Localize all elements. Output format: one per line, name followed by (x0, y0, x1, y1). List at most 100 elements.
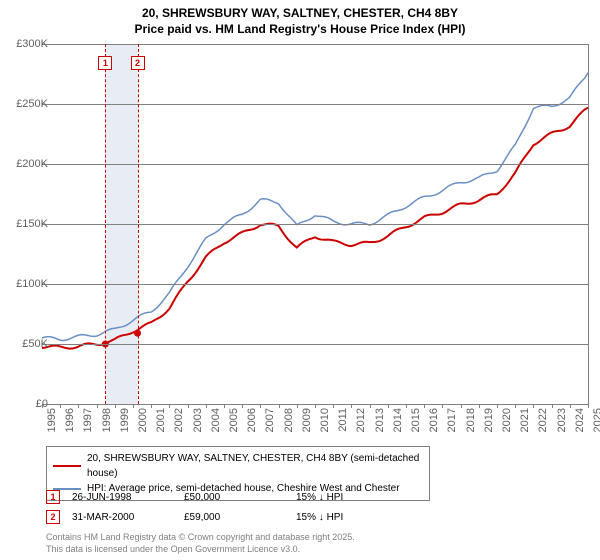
x-tick (224, 404, 225, 408)
transaction-vline (138, 44, 139, 404)
x-tick-label: 2007 (264, 408, 276, 432)
series-line (42, 108, 588, 349)
x-tick-label: 2022 (537, 408, 549, 432)
x-tick-label: 1995 (46, 408, 58, 432)
transaction-row: 2 31-MAR-2000 £59,000 15% ↓ HPI (46, 510, 396, 524)
x-tick (133, 404, 134, 408)
transaction-marker-icon: 1 (46, 490, 60, 504)
x-tick-label: 2021 (519, 408, 531, 432)
x-tick-label: 2016 (428, 408, 440, 432)
chart-container: 20, SHREWSBURY WAY, SALTNEY, CHESTER, CH… (0, 0, 600, 560)
legend-row: 20, SHREWSBURY WAY, SALTNEY, CHESTER, CH… (53, 451, 423, 481)
x-tick (78, 404, 79, 408)
x-tick (206, 404, 207, 408)
gridline (42, 44, 588, 45)
transaction-marker-icon: 2 (131, 56, 145, 70)
y-tick-label: £50K (22, 338, 48, 350)
x-tick (442, 404, 443, 408)
series-line (42, 73, 588, 341)
x-tick (351, 404, 352, 408)
x-tick (570, 404, 571, 408)
x-tick-label: 2009 (301, 408, 313, 432)
x-tick-label: 2015 (410, 408, 422, 432)
x-tick (151, 404, 152, 408)
transaction-date: 26-JUN-1998 (72, 492, 172, 503)
footer-line: This data is licensed under the Open Gov… (46, 544, 355, 556)
gridline (42, 164, 588, 165)
x-tick (169, 404, 170, 408)
x-tick-label: 1996 (64, 408, 76, 432)
chart-area (42, 44, 588, 404)
y-tick-label: £150K (16, 218, 48, 230)
x-tick (533, 404, 534, 408)
y-tick-label: £300K (16, 38, 48, 50)
x-tick (479, 404, 480, 408)
transaction-date: 31-MAR-2000 (72, 512, 172, 523)
x-tick-label: 2019 (483, 408, 495, 432)
title-line-2: Price paid vs. HM Land Registry's House … (0, 22, 600, 38)
x-tick-label: 2005 (228, 408, 240, 432)
x-tick (388, 404, 389, 408)
x-tick-label: 2000 (137, 408, 149, 432)
chart-title: 20, SHREWSBURY WAY, SALTNEY, CHESTER, CH… (0, 0, 600, 37)
transaction-price: £59,000 (184, 512, 284, 523)
x-tick-label: 2020 (501, 408, 513, 432)
transaction-vs-hpi: 15% ↓ HPI (296, 492, 396, 503)
y-tick-label: £250K (16, 98, 48, 110)
x-tick (515, 404, 516, 408)
x-tick (333, 404, 334, 408)
gridline (42, 344, 588, 345)
x-tick-label: 1999 (119, 408, 131, 432)
x-tick-label: 2010 (319, 408, 331, 432)
x-tick-label: 2017 (446, 408, 458, 432)
transaction-vs-hpi: 15% ↓ HPI (296, 512, 396, 523)
x-tick (260, 404, 261, 408)
x-tick (588, 404, 589, 408)
x-tick (60, 404, 61, 408)
gridline (42, 104, 588, 105)
x-tick (497, 404, 498, 408)
footer-line: Contains HM Land Registry data © Crown c… (46, 532, 355, 544)
x-tick (315, 404, 316, 408)
x-tick-label: 2025 (592, 408, 600, 432)
x-tick (424, 404, 425, 408)
x-tick-label: 2018 (465, 408, 477, 432)
x-tick (279, 404, 280, 408)
x-tick (406, 404, 407, 408)
x-tick-label: 2012 (355, 408, 367, 432)
x-tick-label: 2002 (173, 408, 185, 432)
x-tick (242, 404, 243, 408)
x-tick-label: 2023 (556, 408, 568, 432)
x-tick-label: 2008 (283, 408, 295, 432)
x-tick-label: 2006 (246, 408, 258, 432)
transaction-marker-icon: 2 (46, 510, 60, 524)
x-tick-label: 2014 (392, 408, 404, 432)
x-tick-label: 1997 (82, 408, 94, 432)
x-tick (552, 404, 553, 408)
x-tick-label: 2004 (210, 408, 222, 432)
x-tick (97, 404, 98, 408)
gridline (42, 284, 588, 285)
x-tick (297, 404, 298, 408)
title-line-1: 20, SHREWSBURY WAY, SALTNEY, CHESTER, CH… (0, 6, 600, 22)
x-tick (115, 404, 116, 408)
x-tick-label: 2024 (574, 408, 586, 432)
legend-label: 20, SHREWSBURY WAY, SALTNEY, CHESTER, CH… (87, 451, 423, 481)
x-tick-label: 1998 (101, 408, 113, 432)
y-tick-label: £200K (16, 158, 48, 170)
transaction-row: 1 26-JUN-1998 £50,000 15% ↓ HPI (46, 490, 396, 504)
transaction-vline (105, 44, 106, 404)
x-tick-label: 2001 (155, 408, 167, 432)
x-tick-label: 2003 (192, 408, 204, 432)
x-tick (188, 404, 189, 408)
transaction-marker-icon: 1 (98, 56, 112, 70)
legend-swatch (53, 465, 81, 467)
x-tick-label: 2011 (337, 408, 349, 432)
footer-attribution: Contains HM Land Registry data © Crown c… (46, 532, 355, 555)
transaction-price: £50,000 (184, 492, 284, 503)
x-tick (461, 404, 462, 408)
x-tick-label: 2013 (374, 408, 386, 432)
y-tick-label: £100K (16, 278, 48, 290)
x-tick (370, 404, 371, 408)
gridline (42, 224, 588, 225)
